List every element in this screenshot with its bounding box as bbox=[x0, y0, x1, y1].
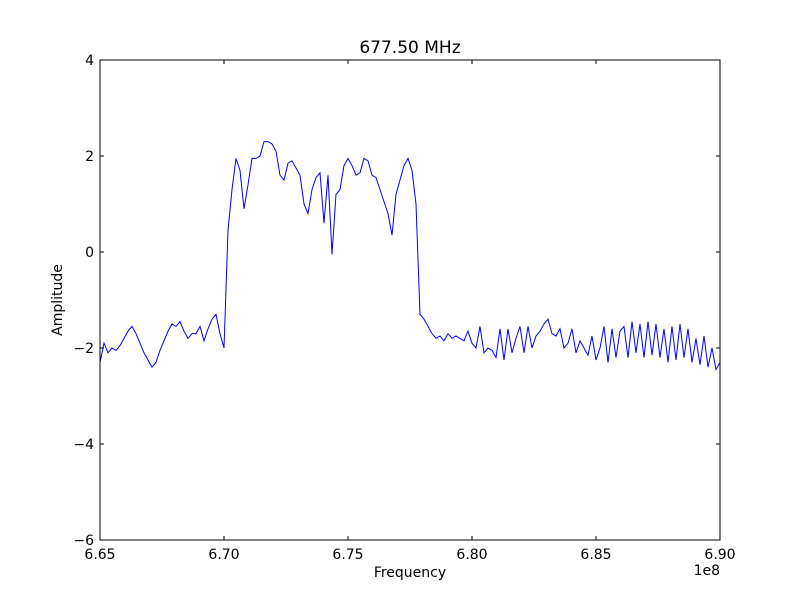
plot-area bbox=[99, 141, 721, 372]
x-tick-label: 6.65 bbox=[84, 547, 115, 563]
axis-ticks: 6.65 6.70 6.75 6.80 6.85 6.90 4 2 0 −2 −4 −6 bbox=[73, 53, 735, 563]
y-tick-label: 4 bbox=[85, 53, 94, 69]
x-axis-label: Frequency bbox=[374, 565, 446, 581]
y-tick-label: 2 bbox=[85, 149, 94, 165]
x-tick-label: 6.80 bbox=[456, 547, 487, 563]
x-tick-label: 6.85 bbox=[580, 547, 611, 563]
y-tick-label: −2 bbox=[73, 341, 94, 357]
y-tick-label: 0 bbox=[85, 245, 94, 261]
x-tick-label: 6.90 bbox=[704, 547, 735, 563]
x-tick-label: 6.75 bbox=[332, 547, 363, 563]
x-offset-label: 1e8 bbox=[694, 563, 720, 579]
axes-frame bbox=[99, 59, 721, 541]
y-tick-label: −6 bbox=[73, 533, 94, 549]
chart-title: 677.50 MHz bbox=[359, 38, 460, 58]
series-line-amplitude bbox=[99, 141, 721, 372]
y-axis-label: Amplitude bbox=[50, 264, 66, 336]
y-tick-label: −4 bbox=[73, 437, 94, 453]
x-tick-label: 6.70 bbox=[208, 547, 239, 563]
